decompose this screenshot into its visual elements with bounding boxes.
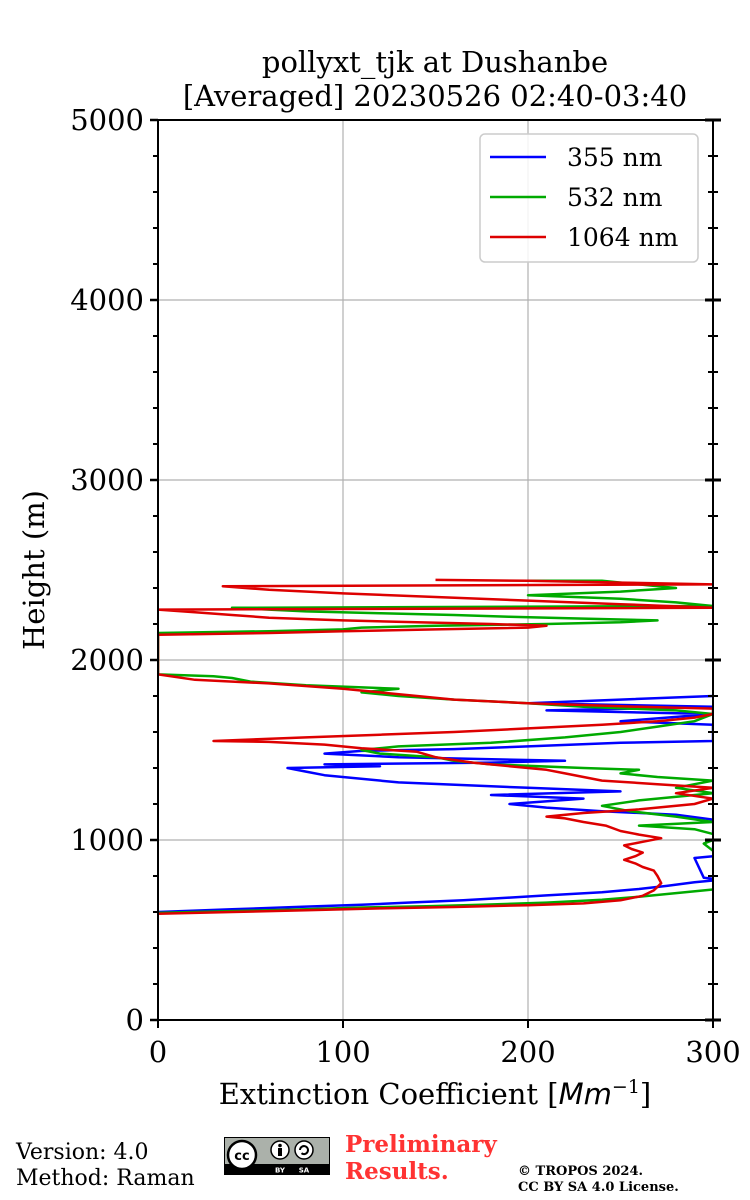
legend-label-355-nm: 355 nm [567,143,663,172]
y-tick-label: 0 [126,1003,144,1037]
method-text: Method: Raman [16,1166,195,1191]
y-tick-label: 5000 [70,103,144,137]
badge-sa-label: SA [299,1167,310,1175]
series-line-532-nm [158,579,713,915]
plot-frame [157,119,714,1021]
sa-share-icon [294,1140,314,1160]
legend-items: 355 nm 532 nm 1064 nm [490,143,679,252]
legend: 355 nm 532 nm 1064 nm [479,133,699,263]
x-tick-label: 0 [149,1035,167,1069]
copyright-text: © TROPOS 2024. [518,1164,644,1179]
cc-icon [226,1139,258,1171]
y-tick-label: 3000 [70,463,144,497]
badge-by-label: BY [275,1167,286,1175]
y-tick-label: 4000 [70,283,144,317]
license-text: CC BY SA 4.0 License. [518,1180,679,1195]
legend-label-1064-nm: 1064 nm [567,223,679,252]
x-axis-label: Extinction Coefficient [Mm−1] [219,1076,652,1111]
series-line-1064-nm [158,578,713,916]
y-tick-labels: 0 1000 2000 3000 4000 5000 [70,103,144,1037]
preliminary-label: Preliminary [345,1131,497,1158]
y-axis-label: Height (m) [17,490,51,650]
cc-icon-label: cc [234,1149,249,1164]
sa-arrow-icon [299,1145,309,1156]
results-label: Results. [345,1158,449,1185]
extinction-profile-chart: pollyxt_tjk at Dushanbe [Averaged] 20230… [17,45,741,1111]
legend-box [479,133,699,263]
by-person-body [278,1148,282,1156]
tick-layer [150,118,721,1028]
series-line-355-nm [158,694,713,914]
x-tick-labels: 0 100 200 300 [149,1035,741,1069]
by-person-head [278,1143,282,1148]
x-tick-label: 200 [500,1035,555,1069]
chart-title-line1: pollyxt_tjk at Dushanbe [262,45,608,80]
y-tick-label: 2000 [70,643,144,677]
x-tick-label: 300 [685,1035,740,1069]
y-tick-label: 1000 [70,823,144,857]
cc-by-sa-license-badge: cc BY SA [224,1137,330,1175]
version-text: Version: 4.0 [16,1140,149,1165]
series-layer [158,578,713,916]
x-tick-label: 100 [315,1035,370,1069]
legend-label-532-nm: 532 nm [567,183,663,212]
chart-title-line2: [Averaged] 20230526 02:40-03:40 [183,79,687,113]
